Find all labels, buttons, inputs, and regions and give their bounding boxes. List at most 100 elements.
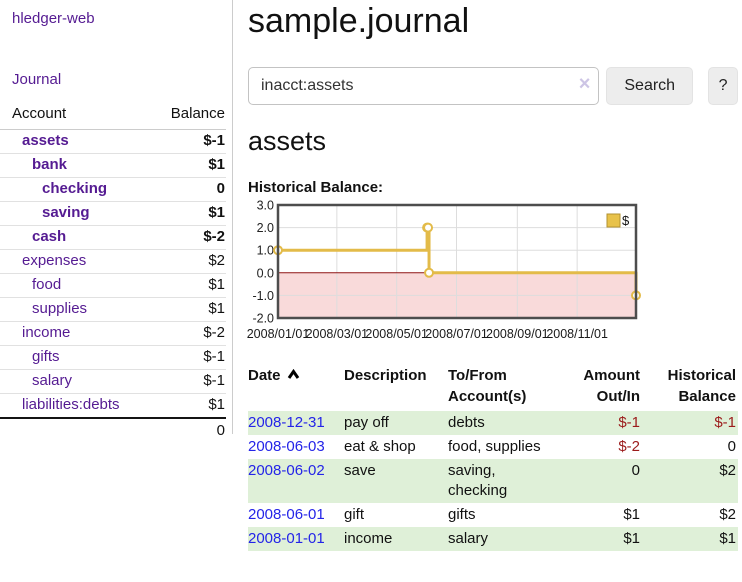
sort-ascending-icon: [287, 368, 299, 379]
account-row: liabilities:debts $1: [0, 393, 226, 419]
transaction-balance-cell: $1: [719, 530, 736, 547]
accounts-header-row: Account Balance: [0, 103, 226, 130]
transaction-date-link[interactable]: 2008-06-03: [248, 438, 325, 455]
legend-label: $: [622, 213, 630, 228]
balance-chart-svg: 3.0 2.0 1.0 0.0 -1.0 -2.02008/01/012008/03/01…: [247, 199, 641, 341]
app-brand-link[interactable]: hledger-web: [12, 10, 95, 27]
register-header-row: Date Description To/From Account(s) Amou…: [248, 364, 738, 411]
transaction-accounts-cell: salary: [448, 530, 489, 547]
account-name-cell: saving: [0, 201, 155, 226]
register-header-balance: Historical Balance: [667, 367, 736, 405]
account-name-cell: expenses: [0, 249, 155, 274]
account-link-saving[interactable]: saving: [42, 204, 90, 221]
account-row: food $1: [0, 273, 226, 298]
account-name-cell: food: [0, 273, 155, 298]
register-table: Date Description To/From Account(s) Amou…: [248, 364, 738, 551]
accounts-header-balance: Balance: [154, 103, 226, 130]
clear-search-icon[interactable]: ×: [578, 73, 591, 95]
account-balance: $2: [154, 249, 226, 274]
account-name-cell: checking: [0, 177, 155, 202]
transaction-date-cell: 2008-06-01: [248, 503, 344, 527]
search-input[interactable]: [248, 67, 600, 105]
transaction-date-cell: 2008-01-01: [248, 527, 344, 551]
account-link-checking[interactable]: checking: [42, 180, 108, 197]
main-content: sample.journal × Search ? assets Histori…: [247, 0, 738, 551]
y-tick-label: 2.0: [257, 221, 274, 235]
account-row: expenses $2: [0, 249, 226, 274]
account-balance: $1: [154, 273, 226, 298]
account-balance: $1: [154, 393, 226, 419]
account-name-cell: gifts: [0, 345, 155, 370]
account-link-assets[interactable]: assets: [22, 132, 69, 149]
account-row: gifts $-1: [0, 345, 226, 370]
transaction-balance-cell: $2: [719, 462, 736, 479]
account-row: saving $1: [0, 201, 226, 226]
accounts-total-row: 0: [0, 417, 226, 443]
transaction-row: 2008-12-31 pay off debts $-1 $-1: [248, 411, 738, 435]
account-link-supplies[interactable]: supplies: [32, 300, 88, 317]
accounts-balance-table: Account Balance assets $-1 bank $1 checking 0…: [0, 103, 226, 443]
y-tick-label: 3.0: [257, 199, 274, 213]
account-balance: $-2: [154, 321, 226, 346]
help-button[interactable]: ?: [708, 67, 738, 105]
chart-heading: Historical Balance:: [248, 179, 384, 196]
x-tick-label: 2008/03/01: [306, 327, 369, 341]
transaction-date-link[interactable]: 2008-12-31: [248, 414, 325, 431]
x-tick-label: 2008/05/01: [365, 327, 428, 341]
account-link-expenses[interactable]: expenses: [22, 252, 87, 269]
account-link-salary[interactable]: salary: [32, 372, 73, 389]
y-tick-label: 1.0: [257, 244, 274, 258]
transaction-accounts-cell: food, supplies: [448, 438, 541, 455]
account-row: checking 0: [0, 177, 226, 202]
transaction-amount-cell: $-2: [618, 438, 640, 455]
x-tick-label: 2008/07/01: [425, 327, 488, 341]
account-name-cell: cash: [0, 225, 155, 250]
account-link-food[interactable]: food: [32, 276, 62, 293]
transaction-row: 2008-06-03 eat & shop food, supplies $-2 0: [248, 435, 738, 459]
account-balance: $1: [154, 297, 226, 322]
account-row: salary $-1: [0, 369, 226, 394]
accounts-total-balance: 0: [154, 417, 226, 443]
transaction-date-link[interactable]: 2008-06-02: [248, 462, 325, 479]
register-header-date[interactable]: Date: [248, 364, 344, 411]
account-link-gifts[interactable]: gifts: [32, 348, 60, 365]
transaction-description-cell: pay off: [344, 414, 389, 431]
account-balance: $-1: [154, 129, 226, 154]
search-input-wrap: ×: [248, 67, 600, 105]
account-balance: $-2: [154, 225, 226, 250]
search-form: × Search ?: [248, 67, 738, 105]
account-link-cash[interactable]: cash: [32, 228, 67, 245]
register-header-date-label: Date: [248, 367, 281, 384]
x-tick-label: 2008/11/01: [546, 327, 608, 341]
transaction-amount-cell: $1: [623, 530, 640, 547]
y-tick-label: -1.0: [252, 289, 274, 303]
data-point-marker: [423, 222, 434, 233]
journal-nav-link[interactable]: Journal: [12, 71, 62, 88]
sidebar: hledger-web Journal Account Balance asse…: [0, 0, 233, 443]
account-row: cash $-2: [0, 225, 226, 250]
search-button[interactable]: Search: [606, 67, 694, 105]
y-tick-label: 0.0: [257, 266, 274, 280]
account-heading: assets: [248, 126, 327, 156]
transaction-accounts-cell: debts: [448, 414, 485, 431]
account-link-income[interactable]: income: [22, 324, 71, 341]
account-name-cell: liabilities:debts: [0, 393, 155, 419]
transaction-description-cell: save: [344, 462, 376, 479]
transaction-accounts-cell: saving, checking: [448, 462, 508, 499]
y-tick-label: -2.0: [252, 312, 274, 326]
transaction-date-link[interactable]: 2008-06-01: [248, 506, 325, 523]
transaction-balance-cell: $2: [719, 506, 736, 523]
account-link-bank[interactable]: bank: [32, 156, 68, 173]
account-name-cell: assets: [0, 129, 155, 154]
account-row: supplies $1: [0, 297, 226, 322]
accounts-header-account: Account: [0, 103, 155, 130]
transaction-date-cell: 2008-06-03: [248, 435, 344, 459]
transaction-date-cell: 2008-12-31: [248, 411, 344, 435]
x-tick-label: 2008/01/01: [247, 327, 310, 341]
account-link-liabilities-debts[interactable]: liabilities:debts: [22, 396, 120, 413]
transaction-date-link[interactable]: 2008-01-01: [248, 530, 325, 547]
transaction-balance-cell: $-1: [714, 414, 736, 431]
account-name-cell: salary: [0, 369, 155, 394]
account-row: income $-2: [0, 321, 226, 346]
page-title: sample.journal: [248, 2, 470, 40]
